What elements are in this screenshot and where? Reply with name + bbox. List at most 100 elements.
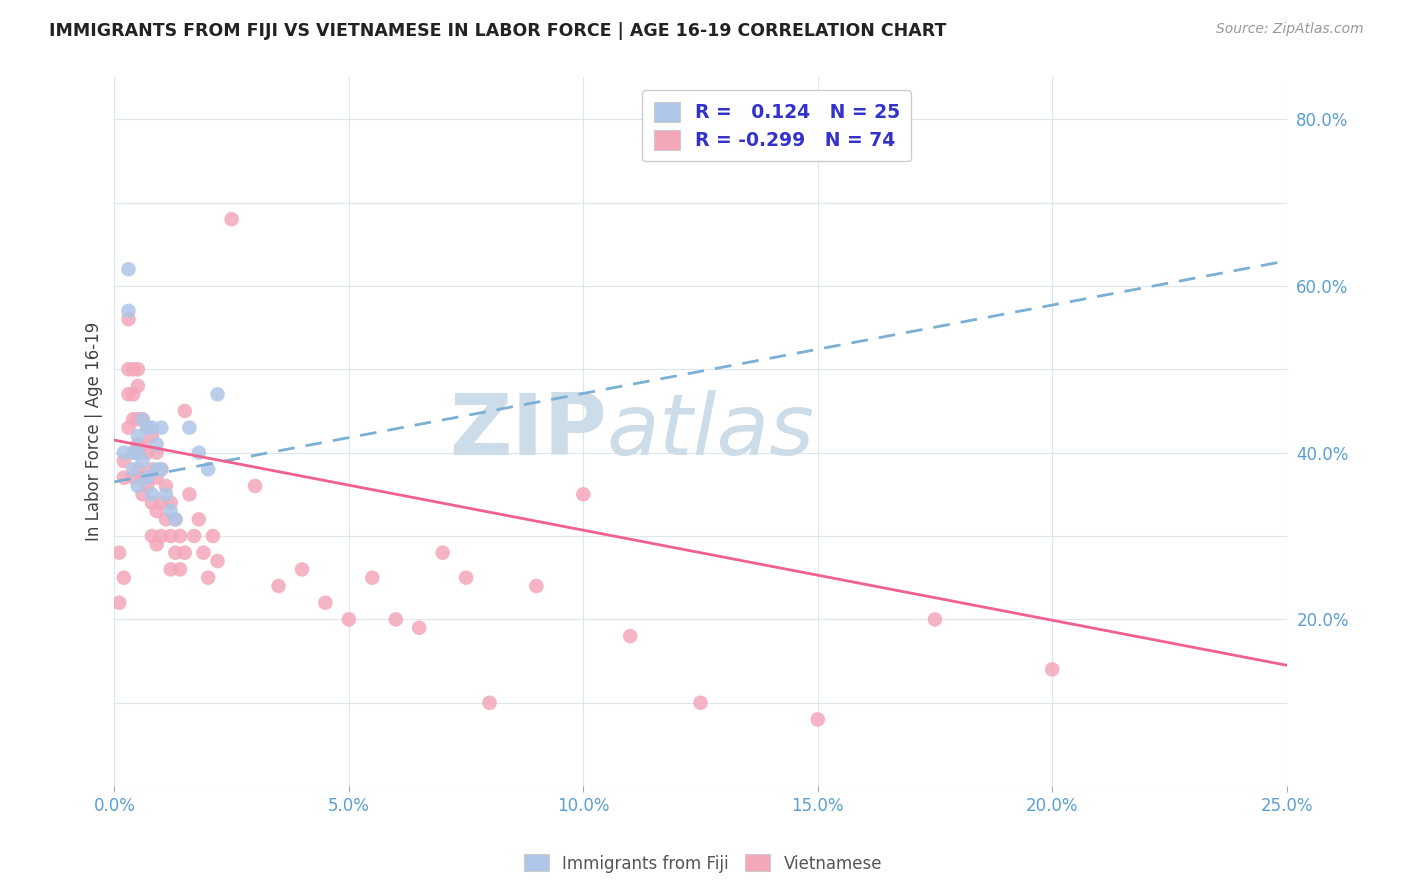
Point (117, 387, 139, 401)
Point (127, 429, 149, 443)
Point (169, 529, 191, 543)
Point (267, 579, 290, 593)
Point (361, 571, 384, 585)
Point (122, 445, 145, 459)
Point (122, 445, 145, 459)
Point (145, 470, 167, 484)
Point (131, 487, 153, 501)
Point (291, 562, 314, 576)
Point (384, 612, 406, 626)
Point (183, 529, 205, 543)
Point (141, 429, 163, 443)
Point (131, 470, 153, 484)
Point (145, 504, 167, 518)
Point (145, 462, 167, 476)
Point (131, 454, 153, 468)
Point (145, 445, 167, 459)
Point (150, 462, 173, 476)
Point (127, 362, 149, 376)
Point (155, 512, 177, 526)
Point (127, 437, 149, 451)
Point (122, 387, 145, 401)
Point (127, 445, 149, 459)
Point (136, 420, 159, 434)
Point (117, 420, 139, 434)
Point (454, 571, 477, 585)
Legend: R =   0.124   N = 25, R = -0.299   N = 74: R = 0.124 N = 25, R = -0.299 N = 74 (643, 90, 911, 161)
Point (122, 462, 145, 476)
Point (173, 546, 195, 560)
Point (155, 479, 177, 493)
Point (150, 462, 173, 476)
Point (572, 487, 595, 501)
Point (165, 546, 187, 560)
Point (159, 496, 181, 510)
Point (131, 412, 153, 426)
Point (314, 596, 336, 610)
Point (193, 546, 215, 560)
Point (122, 362, 145, 376)
Point (807, 713, 830, 727)
Point (131, 412, 153, 426)
Point (150, 496, 173, 510)
Point (169, 562, 191, 576)
Point (526, 579, 548, 593)
Text: ZIP: ZIP (449, 391, 607, 474)
Point (1040, 662, 1063, 676)
Point (165, 512, 187, 526)
Point (136, 470, 159, 484)
Point (155, 487, 177, 501)
Text: Source: ZipAtlas.com: Source: ZipAtlas.com (1216, 22, 1364, 37)
Point (619, 629, 641, 643)
Point (127, 479, 149, 493)
Point (159, 562, 181, 576)
Text: IMMIGRANTS FROM FIJI VS VIETNAMESE IN LABOR FORCE | AGE 16-19 CORRELATION CHART: IMMIGRANTS FROM FIJI VS VIETNAMESE IN LA… (49, 22, 946, 40)
Point (122, 412, 145, 426)
Point (221, 212, 243, 227)
Point (141, 462, 163, 476)
Point (159, 529, 181, 543)
Point (207, 387, 229, 401)
Point (141, 487, 163, 501)
Point (112, 571, 135, 585)
Point (173, 404, 195, 418)
Point (243, 479, 266, 493)
Point (141, 420, 163, 434)
Point (924, 612, 946, 626)
Point (179, 487, 201, 501)
Point (131, 437, 153, 451)
Point (187, 445, 209, 459)
Point (150, 529, 173, 543)
Point (136, 445, 159, 459)
Point (187, 512, 209, 526)
Legend: Immigrants from Fiji, Vietnamese: Immigrants from Fiji, Vietnamese (517, 847, 889, 880)
Point (165, 512, 187, 526)
Point (112, 445, 135, 459)
Point (689, 696, 711, 710)
Point (150, 420, 173, 434)
Point (108, 546, 131, 560)
Point (136, 420, 159, 434)
Point (117, 312, 139, 326)
Point (141, 496, 163, 510)
Point (337, 612, 360, 626)
Point (197, 462, 219, 476)
Point (141, 529, 163, 543)
Point (117, 262, 139, 277)
Point (136, 479, 159, 493)
Point (127, 379, 149, 393)
Point (159, 504, 181, 518)
Point (179, 420, 201, 434)
Point (201, 529, 224, 543)
Point (112, 454, 135, 468)
Point (117, 362, 139, 376)
Point (112, 470, 135, 484)
Point (122, 470, 145, 484)
Point (117, 304, 139, 318)
Point (207, 554, 229, 568)
Point (408, 621, 430, 635)
Point (145, 437, 167, 451)
Point (145, 537, 167, 551)
Point (197, 571, 219, 585)
Point (108, 596, 131, 610)
